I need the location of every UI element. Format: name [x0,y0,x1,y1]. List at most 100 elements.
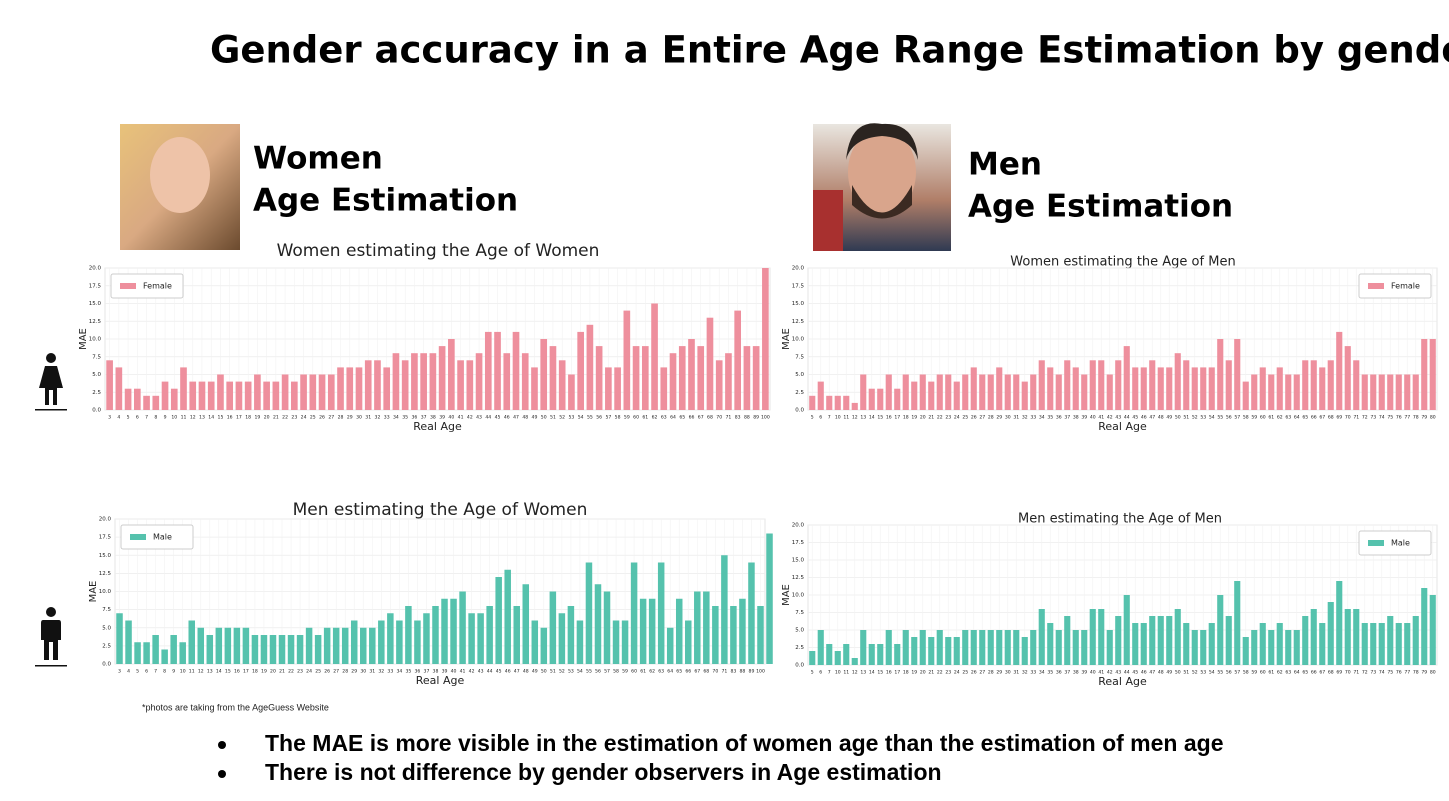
x-tick-label: 22 [937,415,943,421]
x-tick-label: 32 [378,669,384,675]
bar [1174,353,1181,410]
bar [1225,360,1232,410]
x-tick-label: 10 [835,670,841,676]
x-tick-label: 47 [1149,670,1155,676]
bar [1123,346,1130,410]
x-tick-label: 25 [315,669,321,675]
bar [242,627,250,664]
x-tick-label: 79 [1421,415,1427,421]
bar [1081,630,1088,665]
y-tick-label: 15.0 [89,301,102,307]
x-tick-label: 24 [306,669,312,675]
y-tick-label: 0.0 [102,662,111,668]
x-tick-label: 18 [903,415,909,421]
bar [531,620,539,664]
x-tick-label: 30 [1005,415,1011,421]
y-tick-label: 7.5 [92,354,101,360]
bar [1183,623,1190,665]
x-tick-label: 11 [843,670,849,676]
bar [323,627,331,664]
x-tick-label: 51 [550,669,556,675]
y-tick-label: 20.0 [89,266,102,272]
x-tick-label: 48 [522,415,528,421]
bar [809,651,816,665]
x-tick-label: 42 [469,669,475,675]
chart-title: Women estimating the Age of Women [277,241,600,261]
bar [567,606,575,664]
x-tick-label: 10 [835,415,841,421]
x-tick-label: 21 [273,415,279,421]
bar [125,620,132,664]
bar [1234,581,1241,665]
bar [1242,637,1249,665]
bar [1327,602,1334,665]
bar [224,627,232,664]
x-tick-label: 29 [996,415,1002,421]
bar [549,591,557,664]
x-tick-label: 65 [1302,415,1308,421]
x-tick-label: 51 [550,415,556,421]
bar [1310,360,1317,410]
x-tick-label: 27 [333,669,339,675]
bar [697,346,705,410]
x-tick-label: 8 [154,415,157,421]
female-icon [35,353,67,411]
x-tick-label: 25 [962,415,968,421]
bar [868,388,875,410]
x-tick-label: 45 [496,669,502,675]
x-tick-label: 71 [1353,670,1359,676]
chart-title: Men estimating the Age of Women [293,500,588,520]
bar [641,346,649,410]
legend-label: Female [143,282,172,291]
bar [660,367,668,410]
bar [152,395,160,410]
bar [438,346,446,410]
bar [1098,609,1105,665]
y-tick-label: 12.5 [99,571,112,577]
x-tick-label: 58 [615,415,621,421]
bar [953,381,960,410]
x-tick-label: 66 [1311,415,1317,421]
bar [928,381,935,410]
bar [576,620,584,664]
x-tick-label: 14 [216,669,222,675]
x-tick-label: 62 [1277,415,1283,421]
bar [405,606,412,664]
bar [1378,374,1385,410]
x-tick-label: 33 [1030,670,1036,676]
x-tick-label: 72 [1362,670,1368,676]
bar [1208,623,1215,665]
bar [1344,346,1351,410]
y-tick-label: 5.0 [795,628,804,634]
bar [734,310,741,410]
x-tick-label: 71 [1353,415,1359,421]
x-axis-label: Real Age [413,420,462,433]
x-tick-label: 36 [415,669,421,675]
bar [494,331,501,410]
x-tick-label: 59 [1251,415,1257,421]
x-tick-label: 50 [1175,415,1181,421]
male-icon [35,607,67,667]
bar [594,584,602,664]
bullet-dot [218,770,226,778]
bar [1115,360,1122,410]
x-tick-label: 59 [622,669,628,675]
bar [296,635,304,664]
x-tick-label: 33 [387,669,393,675]
x-tick-label: 6 [145,669,148,675]
y-tick-label: 20.0 [792,266,805,272]
bar [1404,374,1411,410]
bar [1387,374,1394,410]
x-tick-label: 43 [1115,670,1121,676]
y-tick-label: 17.5 [99,535,112,541]
bar [748,562,755,664]
bar [1353,609,1360,665]
x-tick-label: 36 [1056,670,1062,676]
bar [287,635,295,664]
y-axis-label: MAE [78,328,89,350]
x-tick-label: 65 [676,669,682,675]
bar [614,367,621,410]
x-tick-label: 8 [163,669,166,675]
bar [817,630,824,665]
bar [383,367,391,410]
